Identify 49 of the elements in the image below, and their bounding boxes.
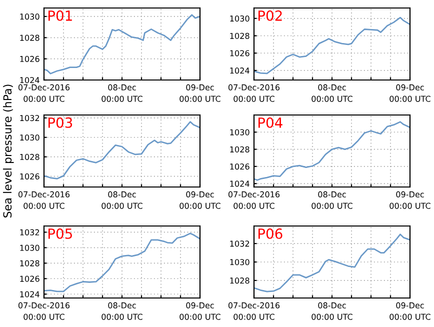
y-tick-label: 1030	[20, 14, 40, 20]
y-tick-label: 1026	[20, 56, 40, 62]
x-tick-label: 08-Dec 00:00 UTC	[102, 84, 142, 102]
y-tick-label: 1030	[230, 15, 250, 22]
x-tick-label: 07-Dec-2016 00:00 UTC	[228, 302, 280, 320]
y-tick-label: 1028	[20, 154, 40, 160]
y-tick-label: 1026	[20, 173, 40, 180]
y-tick-label: 1028	[230, 278, 250, 284]
y-tick-label: 1024	[20, 291, 40, 298]
x-tick-label: 07-Dec-2016 00:00 UTC	[18, 84, 70, 102]
y-tick-label: 1032	[20, 115, 40, 122]
chart-title: P05	[48, 228, 72, 239]
y-tick-label: 1024	[230, 180, 250, 187]
x-tick-label: 08-Dec 00:00 UTC	[102, 302, 142, 320]
y-tick-label: 1030	[230, 259, 250, 266]
y-tick-label: 1032	[20, 229, 40, 236]
y-tick-label: 1026	[230, 50, 250, 56]
chart-title: P01	[48, 10, 72, 21]
y-tick-label: 1024	[230, 68, 250, 74]
chart-title: P02	[258, 10, 282, 21]
x-tick-label: 07-Dec-2016 00:00 UTC	[18, 191, 70, 209]
x-tick-label: 09-Dec 00:00 UTC	[180, 191, 220, 209]
chart-title: P04	[258, 117, 282, 128]
y-tick-label: 1028	[20, 260, 40, 266]
y-tick-label: 1032	[230, 240, 250, 247]
y-tick-label: 1028	[20, 34, 40, 41]
y-tick-label: 1024	[20, 77, 40, 84]
x-tick-label: 09-Dec 00:00 UTC	[390, 302, 430, 320]
x-tick-label: 07-Dec-2016 00:00 UTC	[228, 191, 280, 209]
y-axis-title: Sea level pressure (hPa)	[3, 84, 14, 218]
x-tick-label: 09-Dec 00:00 UTC	[390, 84, 430, 102]
y-tick-label: 1028	[230, 146, 250, 152]
x-tick-label: 07-Dec-2016 00:00 UTC	[18, 302, 70, 320]
x-tick-label: 08-Dec 00:00 UTC	[312, 302, 352, 320]
x-tick-label: 08-Dec 00:00 UTC	[312, 191, 352, 209]
x-tick-label: 09-Dec 00:00 UTC	[390, 191, 430, 209]
chart-title: P03	[48, 117, 72, 128]
y-tick-label: 1030	[230, 129, 250, 136]
y-tick-label: 1030	[20, 244, 40, 251]
x-tick-label: 09-Dec 00:00 UTC	[180, 84, 220, 102]
chart-title: P06	[258, 228, 282, 239]
x-tick-label: 08-Dec 00:00 UTC	[312, 84, 352, 102]
x-tick-label: 07-Dec-2016 00:00 UTC	[228, 84, 280, 102]
y-tick-label: 1026	[230, 164, 250, 170]
y-tick-label: 1028	[230, 32, 250, 39]
x-tick-label: 09-Dec 00:00 UTC	[180, 302, 220, 320]
y-tick-label: 1026	[20, 276, 40, 282]
x-tick-label: 08-Dec 00:00 UTC	[102, 191, 142, 209]
y-tick-label: 1030	[20, 134, 40, 141]
